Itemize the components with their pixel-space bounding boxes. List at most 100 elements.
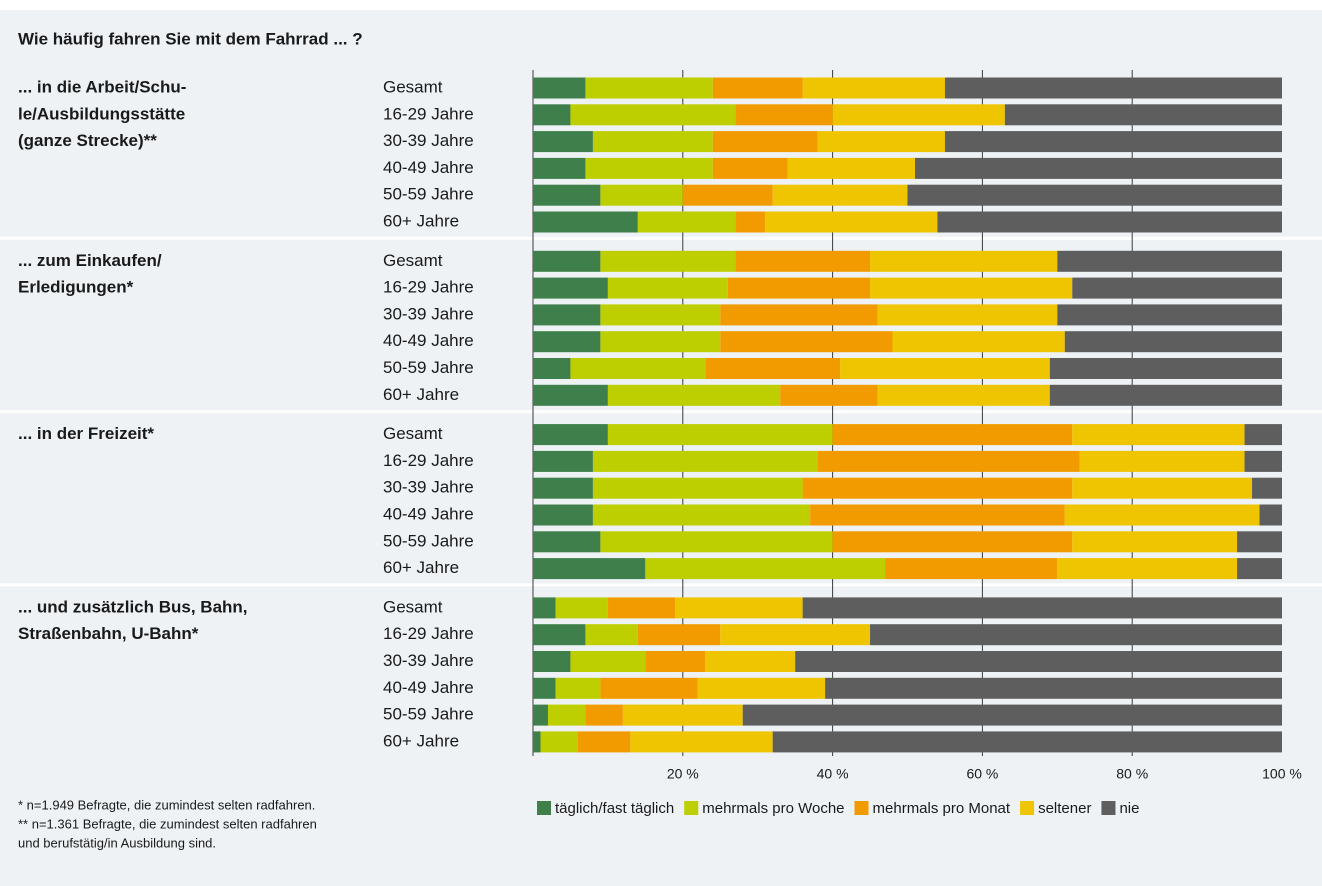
bar-segment	[825, 677, 1282, 699]
bar-segment	[570, 358, 706, 379]
footnote: ** n=1.361 Befragte, die zumindest selte…	[18, 816, 317, 831]
bar-segment	[533, 277, 608, 299]
bar-segment	[607, 597, 676, 619]
bar-segment	[570, 104, 736, 126]
legend-swatch	[854, 801, 869, 815]
bar-segment	[592, 504, 811, 526]
bar-segment	[555, 597, 608, 619]
bar-segment	[832, 424, 1073, 446]
category-label: 16-29 Jahre	[383, 278, 474, 297]
bar-segment	[907, 184, 1282, 206]
category-label: 50-59 Jahre	[383, 705, 474, 724]
bar-segment	[1057, 304, 1282, 326]
bar-segment	[870, 624, 1282, 646]
bar-segment	[533, 677, 556, 699]
x-tick-label: 60 %	[966, 766, 998, 782]
bar-segment	[1049, 358, 1282, 379]
bar-segment	[600, 184, 683, 206]
bar-segment	[533, 651, 571, 672]
bar-segment	[622, 704, 743, 726]
bar-segment	[1072, 531, 1238, 553]
bar-segment	[937, 211, 1282, 233]
bar-segment	[780, 384, 878, 406]
bar-segment	[735, 250, 871, 272]
legend-label: mehrmals pro Woche	[702, 800, 844, 817]
legend-swatch	[1020, 801, 1035, 815]
bar-segment	[533, 704, 548, 726]
category-label: 60+ Jahre	[383, 731, 459, 750]
bar-segment	[533, 384, 608, 406]
bar-segment	[533, 477, 593, 499]
bar-segment	[637, 624, 721, 646]
group-label: Straßenbahn, U-Bahn*	[18, 624, 199, 643]
bar-segment	[705, 651, 796, 672]
bar-segment	[1072, 424, 1245, 446]
category-label: Gesamt	[383, 424, 443, 443]
legend-swatch	[537, 801, 551, 815]
category-label: Gesamt	[383, 597, 443, 616]
legend-swatch	[1101, 801, 1116, 815]
bar-segment	[533, 331, 601, 353]
bar-segment	[742, 704, 1282, 726]
category-label: 16-29 Jahre	[383, 624, 474, 643]
bar-segment	[1244, 450, 1282, 472]
bar-segment	[720, 304, 878, 326]
bar-segment	[607, 277, 728, 299]
bar-segment	[817, 131, 945, 153]
bar-segment	[607, 424, 833, 446]
bar-segment	[735, 211, 766, 233]
bar-segment	[577, 731, 631, 753]
bar-segment	[1004, 104, 1282, 126]
bar-segment	[570, 651, 646, 672]
bar-segment	[720, 331, 893, 353]
bar-segment	[802, 477, 1073, 499]
bar-segment	[585, 77, 713, 99]
footnote: und berufstätig/in Ausbildung sind.	[18, 835, 216, 850]
category-label: 60+ Jahre	[383, 211, 459, 230]
bar-segment	[600, 331, 721, 353]
category-label: 50-59 Jahre	[383, 358, 474, 377]
footnote: * n=1.949 Befragte, die zumindest selten…	[18, 797, 315, 812]
bar-segment	[592, 450, 818, 472]
bar-segment	[795, 651, 1282, 672]
category-label: Gesamt	[383, 77, 443, 96]
bar-segment	[810, 504, 1065, 526]
bar-segment	[533, 531, 601, 553]
bar-segment	[712, 131, 818, 153]
bar-segment	[712, 157, 788, 179]
category-label: 16-29 Jahre	[383, 451, 474, 470]
bar-segment	[772, 731, 1282, 753]
bar-segment	[533, 304, 601, 326]
x-tick-label: 40 %	[817, 766, 849, 782]
bar-segment	[1057, 250, 1282, 272]
bar-segment	[645, 558, 886, 580]
bar-segment	[877, 304, 1058, 326]
category-label: 60+ Jahre	[383, 385, 459, 404]
bar-segment	[592, 477, 803, 499]
bar-segment	[1057, 558, 1238, 580]
bar-segment	[787, 157, 915, 179]
bar-segment	[533, 624, 586, 646]
bar-segment	[547, 704, 586, 726]
category-label: 40-49 Jahre	[383, 158, 474, 177]
bar-segment	[600, 677, 698, 699]
bar-segment	[533, 77, 586, 99]
bar-segment	[630, 731, 773, 753]
bar-segment	[1244, 424, 1282, 446]
bar-segment	[1252, 477, 1282, 499]
legend-label: nie	[1119, 800, 1139, 817]
bar-segment	[645, 651, 706, 672]
bar-segment	[840, 358, 1050, 379]
bar-segment	[533, 424, 608, 446]
legend-label: mehrmals pro Monat	[873, 800, 1011, 817]
bar-segment	[877, 384, 1050, 406]
category-label: 40-49 Jahre	[383, 331, 474, 350]
group-label: ... in der Freizeit*	[18, 424, 154, 443]
group-label: ... und zusätzlich Bus, Bahn,	[18, 597, 248, 616]
bar-segment	[892, 331, 1065, 353]
x-tick-label: 100 %	[1262, 766, 1302, 782]
bar-segment	[533, 558, 646, 580]
bar-segment	[697, 677, 826, 699]
category-label: 30-39 Jahre	[383, 651, 474, 670]
bar-segment	[727, 277, 871, 299]
